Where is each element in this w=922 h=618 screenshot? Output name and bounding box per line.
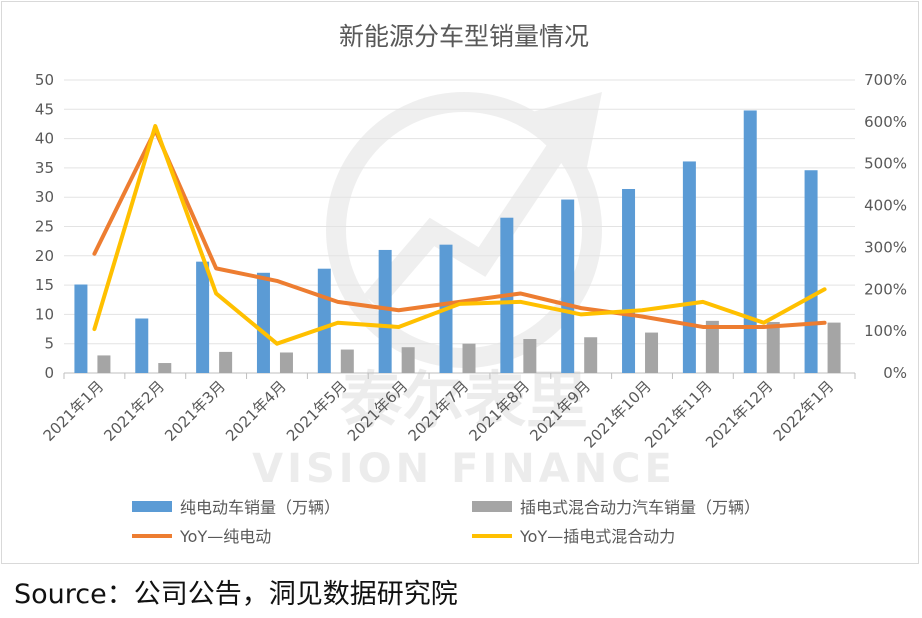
y-right-tick-label: 600% xyxy=(864,113,907,131)
bar-bev xyxy=(804,170,818,373)
y-right-tick-label: 0% xyxy=(883,364,907,382)
gridlines xyxy=(64,79,855,374)
bar-phev xyxy=(523,339,537,373)
watermark-line2: VISION FINANCE xyxy=(252,446,676,492)
y-right-tick-label: 500% xyxy=(864,155,907,173)
y-right-tick-label: 400% xyxy=(864,197,907,215)
y-axis-right: 0% 100% 200% 300% 400% 500% 600% 700% xyxy=(864,71,907,382)
legend-swatch xyxy=(472,501,512,512)
source-note: Source：公司公告，洞见数据研究院 xyxy=(14,579,458,610)
bar-phev xyxy=(97,355,111,373)
x-tick-label: 2021年4月 xyxy=(222,377,290,445)
watermark-arrowhead xyxy=(532,92,602,167)
bar-phev xyxy=(340,349,354,373)
legend-label: YoY—纯电动 xyxy=(179,527,271,546)
y-right-tick-label: 700% xyxy=(864,71,907,89)
bar-phev xyxy=(401,347,415,373)
x-tick-label: 2021年3月 xyxy=(161,377,229,445)
y-left-tick-label: 45 xyxy=(35,100,54,118)
watermark-line1: 泰尔表里 xyxy=(340,364,588,437)
y-left-tick-label: 50 xyxy=(35,71,54,89)
bars xyxy=(74,110,841,374)
y-right-tick-label: 300% xyxy=(864,238,907,256)
bar-bev xyxy=(622,188,636,373)
y-right-tick-label: 200% xyxy=(864,280,907,298)
bar-bev xyxy=(743,110,757,374)
bar-phev xyxy=(827,322,841,373)
legend-swatch xyxy=(132,501,172,512)
x-tick-label: 2022年1月 xyxy=(770,377,838,445)
legend-label: 纯电动车销量（万辆） xyxy=(180,498,340,517)
chart-frame: 泰尔表里 VISION FINANCE 新能源分车型销量情况 0 5 10 15 20 2… xyxy=(1,1,919,564)
y-left-tick-label: 30 xyxy=(35,188,54,206)
bar-phev xyxy=(645,332,659,373)
bar-bev xyxy=(196,261,210,373)
lines xyxy=(92,124,827,346)
bar-bev xyxy=(561,199,575,373)
legend-label: 插电式混合动力汽车销量（万辆） xyxy=(520,498,760,517)
line-yoy-bev xyxy=(92,128,827,329)
bar-phev xyxy=(766,322,780,373)
legend-label: YoY—插电式混合动力 xyxy=(519,527,675,546)
y-axis-left: 0 5 10 15 20 25 30 35 40 45 50 xyxy=(35,71,54,382)
y-left-tick-label: 5 xyxy=(44,335,54,353)
x-tick-label: 2021年1月 xyxy=(40,377,108,445)
bar-bev xyxy=(135,318,149,373)
bar-bev xyxy=(74,284,88,373)
bar-phev xyxy=(705,320,719,373)
bar-bev xyxy=(682,161,696,373)
bar-bev xyxy=(378,249,392,373)
y-left-tick-label: 35 xyxy=(35,159,54,177)
chart-title: 新能源分车型销量情况 xyxy=(339,22,589,51)
line-yoy-phev xyxy=(92,124,827,346)
bar-bev xyxy=(317,268,331,373)
y-left-tick-label: 25 xyxy=(35,218,54,236)
bar-phev xyxy=(584,337,598,373)
bar-phev xyxy=(462,343,476,373)
bar-bev xyxy=(256,272,270,373)
bar-phev xyxy=(279,352,293,373)
y-left-tick-label: 10 xyxy=(35,305,54,323)
y-left-tick-label: 15 xyxy=(35,276,54,294)
y-left-tick-label: 20 xyxy=(35,247,54,265)
y-left-tick-label: 40 xyxy=(35,130,54,148)
legend: 纯电动车销量（万辆） 插电式混合动力汽车销量（万辆） YoY—纯电动 YoY—插电式混… xyxy=(132,498,760,546)
watermark-arrow xyxy=(363,135,572,310)
bar-phev xyxy=(158,363,172,373)
chart: 泰尔表里 VISION FINANCE 新能源分车型销量情况 051015202… xyxy=(35,22,907,546)
y-right-tick-label: 100% xyxy=(864,322,907,340)
bar-phev xyxy=(219,351,233,373)
y-left-tick-label: 0 xyxy=(44,364,54,382)
x-tick-label: 2021年2月 xyxy=(100,377,168,445)
